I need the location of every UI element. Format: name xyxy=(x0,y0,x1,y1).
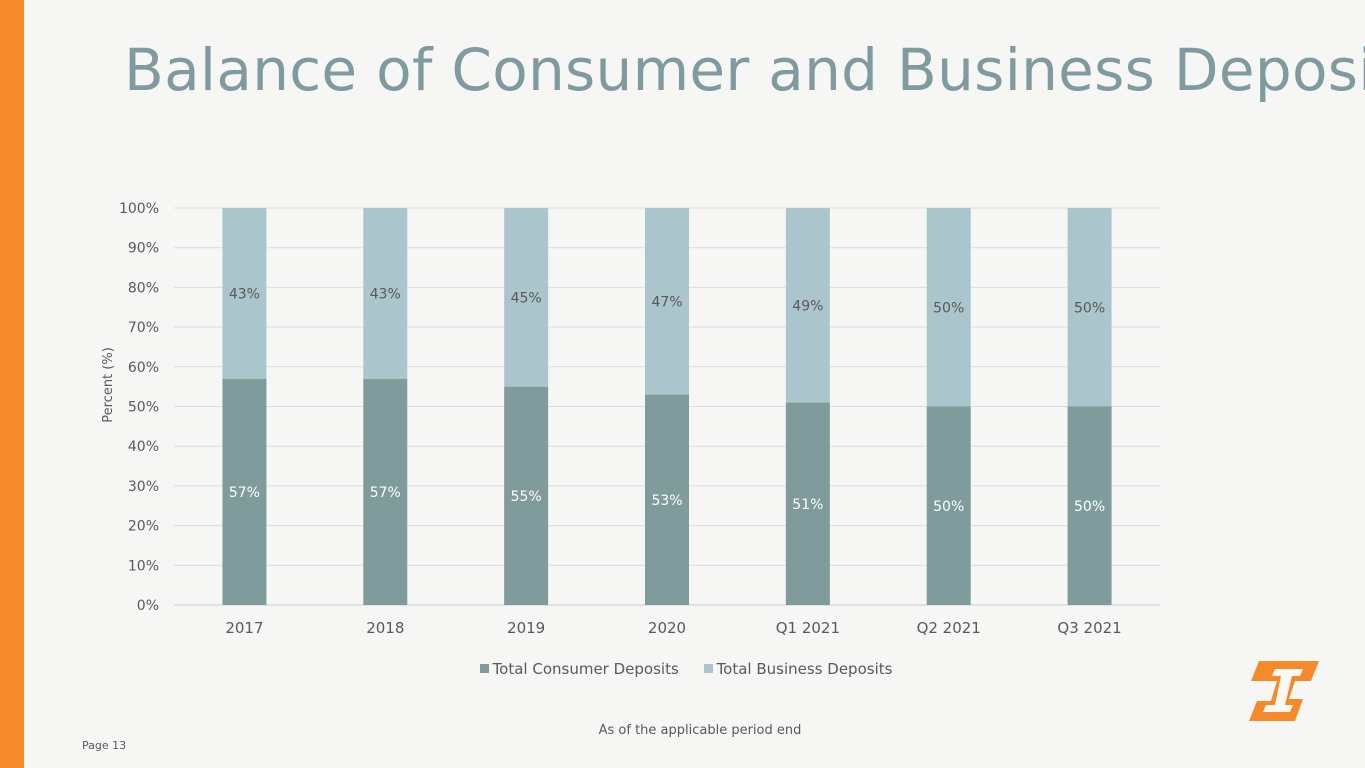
data-label-business: 47% xyxy=(651,294,682,310)
company-logo-icon xyxy=(1249,661,1319,721)
x-axis-categories: 2017 2018 2019 2020 Q1 2021 Q2 2021 Q3 2021 xyxy=(225,619,1121,637)
data-label-consumer: 50% xyxy=(933,499,964,515)
y-tick-label: 0% xyxy=(137,598,159,614)
x-category-label: Q3 2021 xyxy=(1057,619,1121,637)
y-tick-label: 60% xyxy=(128,360,159,376)
bar-business xyxy=(1067,208,1112,407)
data-label-consumer: 50% xyxy=(1074,499,1105,515)
data-label-business: 50% xyxy=(1074,300,1105,316)
data-label-business: 50% xyxy=(933,300,964,316)
bar-consumer xyxy=(785,402,830,605)
legend-item-business: Total Business Deposits xyxy=(703,660,893,678)
x-category-label: 2017 xyxy=(225,619,263,637)
x-category-label: Q2 2021 xyxy=(917,619,981,637)
footnote: As of the applicable period end xyxy=(598,723,802,738)
bar-business xyxy=(363,208,408,379)
y-tick-label: 20% xyxy=(128,519,159,535)
bar-business xyxy=(222,208,267,379)
y-tick-label: 40% xyxy=(128,439,159,455)
legend-swatch-business xyxy=(703,664,713,673)
x-category-label: 2019 xyxy=(507,619,545,637)
slide-title: Balance of Consumer and Business Deposit… xyxy=(124,36,1365,104)
accent-bar xyxy=(0,0,24,768)
y-tick-label: 10% xyxy=(128,558,159,574)
x-category-label: Q1 2021 xyxy=(776,619,840,637)
y-tick-label: 100% xyxy=(119,201,159,217)
x-category-label: 2018 xyxy=(366,619,404,637)
bars xyxy=(222,208,1112,605)
x-category-label: 2020 xyxy=(648,619,686,637)
y-axis-ticks: 0% 10% 20% 30% 40% 50% 60% 70% 80% 90% 100% xyxy=(119,201,159,614)
data-label-business: 43% xyxy=(370,286,401,302)
bar-business xyxy=(926,208,971,407)
legend-swatch-consumer xyxy=(479,664,489,673)
bar-consumer xyxy=(1067,406,1112,605)
y-tick-label: 70% xyxy=(128,320,159,336)
y-tick-label: 30% xyxy=(128,479,159,495)
chart-legend: Total Consumer Deposits Total Business D… xyxy=(0,660,1365,678)
bar-consumer xyxy=(504,386,549,605)
legend-label-consumer: Total Consumer Deposits xyxy=(492,660,679,678)
y-tick-label: 80% xyxy=(128,280,159,296)
y-tick-label: 50% xyxy=(128,400,159,416)
data-label-consumer: 57% xyxy=(229,485,260,501)
data-labels: 57% 43% 57% 43% 55% 45% 53% 47% 51% 49% 50% 50% 50% 5… xyxy=(229,286,1105,514)
data-label-consumer: 57% xyxy=(370,485,401,501)
bar-consumer xyxy=(645,394,689,605)
page-number: Page 13 xyxy=(82,739,127,752)
legend-item-consumer: Total Consumer Deposits xyxy=(479,660,679,678)
data-label-consumer: 55% xyxy=(511,489,542,505)
data-label-business: 43% xyxy=(229,286,260,302)
y-tick-label: 90% xyxy=(128,241,159,257)
bar-business xyxy=(645,208,689,395)
data-label-consumer: 53% xyxy=(651,493,682,509)
data-label-business: 49% xyxy=(792,298,823,314)
data-label-business: 45% xyxy=(511,290,542,306)
bar-consumer xyxy=(926,406,971,605)
y-axis-title: Percent (%) xyxy=(101,347,116,423)
bar-business xyxy=(785,208,830,403)
bar-consumer xyxy=(363,378,408,605)
bar-consumer xyxy=(222,378,267,605)
legend-label-business: Total Business Deposits xyxy=(716,660,893,678)
data-label-consumer: 51% xyxy=(792,497,823,513)
bar-business xyxy=(504,208,549,387)
